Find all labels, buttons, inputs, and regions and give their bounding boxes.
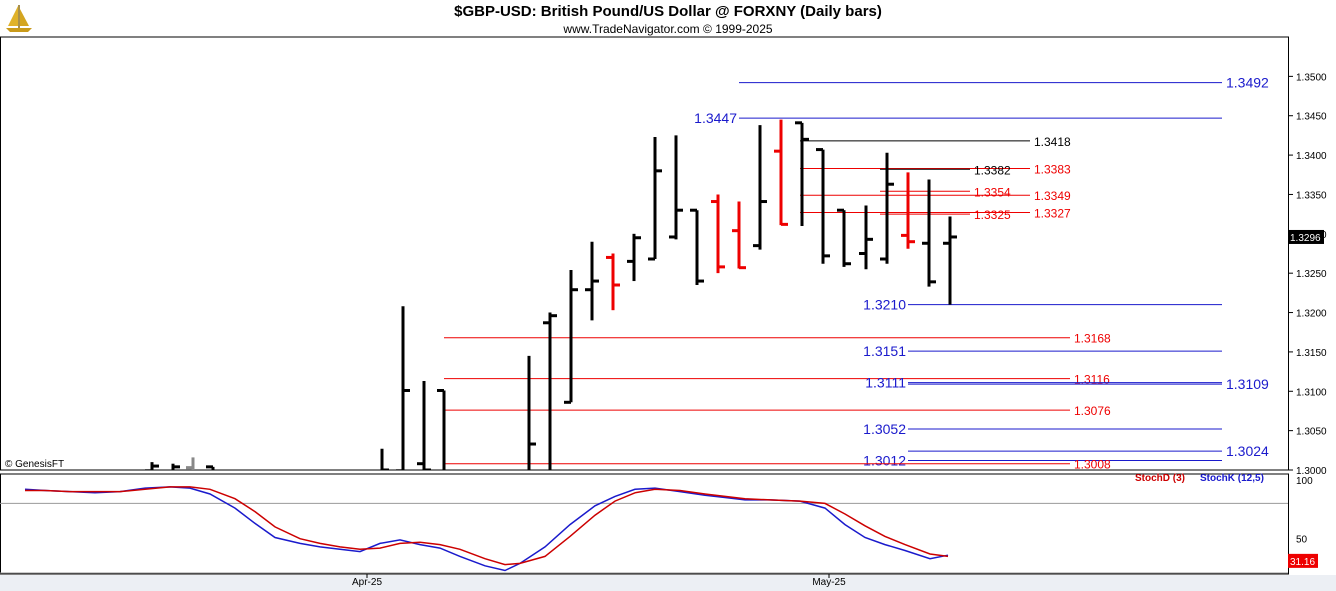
ohlc-bar xyxy=(437,388,446,470)
ohlc-bar xyxy=(627,233,641,282)
level-label: 1.3151 xyxy=(863,343,906,359)
level-label: 1.3052 xyxy=(863,421,906,437)
ohlc-bar xyxy=(732,201,746,270)
watermark-text: © GenesisFT xyxy=(5,459,65,470)
last-price-marker xyxy=(1288,229,1324,244)
stochk-legend: StochK (12,5) xyxy=(1200,473,1264,484)
price-tick-label: 1.3350 xyxy=(1296,190,1327,201)
ohlc-bar xyxy=(186,457,195,470)
sailboat-logo-icon xyxy=(6,5,32,32)
ohlc-bar xyxy=(396,306,410,470)
stoch-line-k xyxy=(24,486,949,572)
level-label: 1.3447 xyxy=(694,110,737,126)
ohlc-bar xyxy=(380,448,389,470)
price-bars xyxy=(123,119,957,502)
chart-frame xyxy=(0,36,1336,591)
ohlc-bar xyxy=(669,135,683,240)
ohlc-bar xyxy=(774,119,788,226)
level-label: 1.3210 xyxy=(863,297,906,313)
ohlc-bar xyxy=(585,241,599,321)
price-tick-label: 1.3500 xyxy=(1296,72,1327,83)
stoch-value-label: 31.16 xyxy=(1290,557,1315,568)
level-label: 1.3354 xyxy=(974,185,1011,199)
ohlc-bar xyxy=(711,194,725,274)
level-label: 1.3382 xyxy=(974,163,1011,177)
level-label: 1.3012 xyxy=(863,453,906,469)
ohlc-bar xyxy=(501,471,515,502)
stoch-panel-border xyxy=(0,473,1289,575)
level-label: 1.3024 xyxy=(1226,443,1269,459)
price-tick-label: 1.3400 xyxy=(1296,151,1327,162)
ohlc-bar xyxy=(901,172,915,249)
ohlc-bar xyxy=(859,205,873,270)
level-label: 1.3325 xyxy=(974,208,1011,222)
ohlc-bar xyxy=(837,208,851,267)
ohlc-bar xyxy=(880,152,894,264)
price-axis: 1.3000 1.3050 1.3100 1.3150 1.3200 1.3250 1.33… xyxy=(1288,72,1327,477)
ohlc-bar xyxy=(795,121,809,226)
date-tick-label: May-25 xyxy=(812,577,846,588)
copyright-text: www.TradeNavigator.com © 1999-2025 xyxy=(563,22,773,36)
ohlc-bar xyxy=(606,253,620,311)
stoch-line-d xyxy=(25,486,949,566)
ohlc-bar xyxy=(171,463,180,470)
stoch-tick-label: 100 xyxy=(1296,476,1313,487)
price-tick-label: 1.3150 xyxy=(1296,348,1327,359)
stoch-tick-label: 50 xyxy=(1296,535,1308,546)
level-label: 1.3076 xyxy=(1074,404,1111,418)
price-tick-label: 1.3200 xyxy=(1296,309,1327,320)
level-label: 1.3327 xyxy=(1034,207,1071,221)
ohlc-bar xyxy=(753,125,767,250)
ohlc-bar xyxy=(648,136,662,261)
date-tick-label: Apr-25 xyxy=(352,577,382,588)
ohlc-bar xyxy=(527,355,536,470)
ohlc-bar xyxy=(564,270,578,404)
level-label: 1.3111 xyxy=(865,375,906,391)
stochd-legend: StochD (3) xyxy=(1135,473,1185,484)
stochastic-panel: 100 50 31.16 xyxy=(24,476,1318,572)
ohlc-bar xyxy=(417,381,431,470)
date-axis-background xyxy=(0,575,1336,591)
ohlc-bar xyxy=(816,148,830,264)
level-label: 1.3116 xyxy=(1074,373,1110,387)
ohlc-bar xyxy=(123,471,137,486)
ohlc-bar xyxy=(922,179,936,287)
level-label: 1.3492 xyxy=(1226,75,1269,91)
stoch-value-marker xyxy=(1288,553,1318,568)
level-label: 1.3109 xyxy=(1226,376,1269,392)
ohlc-bar xyxy=(145,462,159,470)
price-tick-label: 1.3450 xyxy=(1296,112,1327,123)
price-tick-label: 1.3100 xyxy=(1296,387,1327,398)
level-label: 1.3168 xyxy=(1074,332,1111,346)
ohlc-bar xyxy=(943,216,957,305)
price-levels: 1.3492 1.3447 1.3418 1.3383 1.3382 1.3354 1.33… xyxy=(444,75,1269,472)
price-tick-label: 1.3250 xyxy=(1296,269,1327,280)
price-panel-border xyxy=(0,36,1289,471)
last-price-label: 1.3296 xyxy=(1290,233,1321,244)
level-label: 1.3418 xyxy=(1034,135,1071,149)
level-label: 1.3383 xyxy=(1034,162,1071,176)
level-label: 1.3349 xyxy=(1034,189,1071,203)
ohlc-bar xyxy=(206,465,215,470)
date-axis: Apr-25 May-25 xyxy=(352,574,846,588)
ohlc-bar xyxy=(690,208,704,285)
price-tick-label: 1.3050 xyxy=(1296,427,1327,438)
level-label: 1.3008 xyxy=(1074,458,1111,472)
chart-title: $GBP-USD: British Pound/US Dollar @ FORX… xyxy=(454,3,882,20)
ohlc-bar xyxy=(543,312,557,470)
price-tick-label: 1.3000 xyxy=(1296,466,1327,477)
